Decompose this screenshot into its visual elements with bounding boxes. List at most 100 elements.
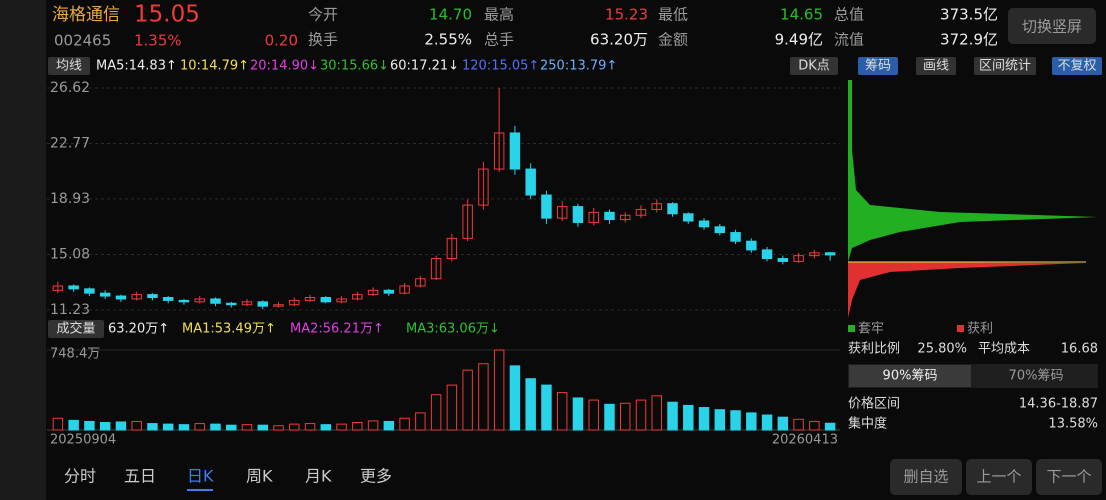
- nav-tab[interactable]: 更多: [360, 467, 392, 486]
- chip-tab: 90%筹码: [883, 368, 938, 384]
- volume-bar: [714, 409, 726, 431]
- ma-legend: 30:15.66↓: [320, 59, 389, 74]
- candle-body: [651, 203, 662, 210]
- ratio: 25.80%: [917, 342, 967, 357]
- volume-bar: [525, 378, 536, 431]
- volume-bar: [604, 403, 615, 431]
- candle-body: [525, 168, 536, 196]
- field-value: 14.70: [429, 6, 472, 24]
- ma-legend: MA5:14.83↑: [96, 59, 177, 74]
- field-label: 流值: [834, 31, 864, 49]
- volume-bar: [84, 420, 95, 431]
- toolbar-tab[interactable]: [858, 57, 898, 75]
- volume-bar: [52, 417, 64, 431]
- candle-body: [777, 258, 789, 262]
- volume-bar: [698, 407, 710, 431]
- candle-body: [541, 194, 552, 219]
- volume-bar: [131, 420, 142, 431]
- conc-label: 集中度: [848, 416, 887, 432]
- field-label: 总手: [484, 31, 514, 49]
- ma-button[interactable]: [48, 57, 90, 75]
- nav-tab[interactable]: 日K: [187, 467, 214, 486]
- nav-tab[interactable]: 月K: [305, 467, 332, 486]
- y-tick-label: 18.93: [50, 191, 90, 207]
- volume-bar: [446, 384, 458, 431]
- candle-body: [698, 220, 710, 228]
- orientation-button[interactable]: [1008, 8, 1096, 44]
- nav-button[interactable]: [1036, 459, 1102, 495]
- volume-bar: [462, 369, 473, 431]
- legend-swatch: [957, 325, 964, 332]
- candle-body: [194, 298, 205, 303]
- volume-bar: [210, 423, 221, 431]
- field-value: 14.65: [780, 6, 823, 24]
- code: 002465: [54, 32, 111, 50]
- volume-bar: [761, 414, 773, 431]
- volume-bar: [509, 365, 521, 431]
- chip-tab[interactable]: 70%筹码: [1009, 368, 1064, 384]
- stock-name: 海格通信: [52, 5, 120, 25]
- nav-button-label: 下一个: [1046, 468, 1091, 486]
- volume-bar: [572, 397, 584, 431]
- ma-legend: 120:15.05↑: [462, 59, 539, 74]
- nav-button-label: 上一个: [976, 468, 1021, 486]
- candle-body: [572, 206, 584, 223]
- y-tick-label: 15.08: [50, 246, 90, 262]
- dk-button[interactable]: [790, 57, 838, 75]
- candle-body: [352, 294, 363, 300]
- legend-swatch: [848, 325, 855, 332]
- cost-label: 平均成本: [978, 342, 1030, 357]
- nav-tab[interactable]: 周K: [246, 467, 273, 486]
- chip-tab-active[interactable]: [849, 365, 971, 387]
- nav-tab[interactable]: 分时: [64, 467, 96, 486]
- candle-body: [68, 285, 79, 290]
- y-tick-label: 22.77: [50, 136, 90, 152]
- volume-bar: [352, 422, 363, 431]
- volume-bar: [289, 423, 300, 431]
- conc: 13.58%: [1048, 417, 1098, 432]
- candle-body: [588, 211, 599, 223]
- volume-legend: MA2:56.21万↑: [290, 322, 384, 337]
- toolbar-tab[interactable]: [916, 57, 956, 75]
- candle-body: [493, 132, 505, 170]
- orientation-label: 切换竖屏: [1022, 18, 1082, 36]
- candle-body: [620, 214, 631, 221]
- toolbar-tab[interactable]: [974, 57, 1036, 75]
- candle-body: [178, 299, 190, 303]
- volume-bar: [415, 412, 426, 431]
- change: 0.20: [265, 32, 298, 50]
- ma-legend: 60:17.21↓: [390, 59, 459, 74]
- field-value: 372.9亿: [940, 31, 998, 49]
- candle-body: [714, 226, 726, 234]
- range: 14.36-18.87: [1019, 397, 1098, 412]
- volume-bar: [493, 349, 505, 431]
- field-value: 2.55%: [424, 31, 472, 49]
- candle-body: [336, 298, 347, 303]
- field-value: 15.23: [605, 6, 648, 24]
- volume-bar: [620, 402, 631, 431]
- volume-button[interactable]: [48, 320, 104, 338]
- toolbar-tab[interactable]: [1052, 57, 1102, 75]
- candle-body: [430, 258, 442, 280]
- field-label: 金额: [658, 31, 688, 49]
- ratio-label: 获利比例: [848, 342, 900, 357]
- nav-tab[interactable]: 五日: [124, 467, 156, 486]
- volume-bar: [194, 423, 205, 431]
- ma-legend: 20:14.90↓: [250, 59, 319, 74]
- y-tick-label: 26.62: [50, 80, 90, 96]
- side-strip: [0, 0, 46, 500]
- nav-button[interactable]: [890, 459, 962, 495]
- field-label: 最高: [484, 6, 514, 24]
- candle-body: [241, 301, 253, 306]
- nav-button-label: 删自选: [903, 468, 948, 486]
- candle-body: [257, 301, 268, 307]
- legend-label: 套牢: [858, 321, 884, 337]
- volume-bar: [383, 420, 395, 431]
- nav-button[interactable]: [966, 459, 1032, 495]
- candle-body: [289, 299, 300, 306]
- volume-bar: [683, 404, 694, 431]
- candle-body: [509, 132, 521, 170]
- candle-body: [793, 255, 804, 262]
